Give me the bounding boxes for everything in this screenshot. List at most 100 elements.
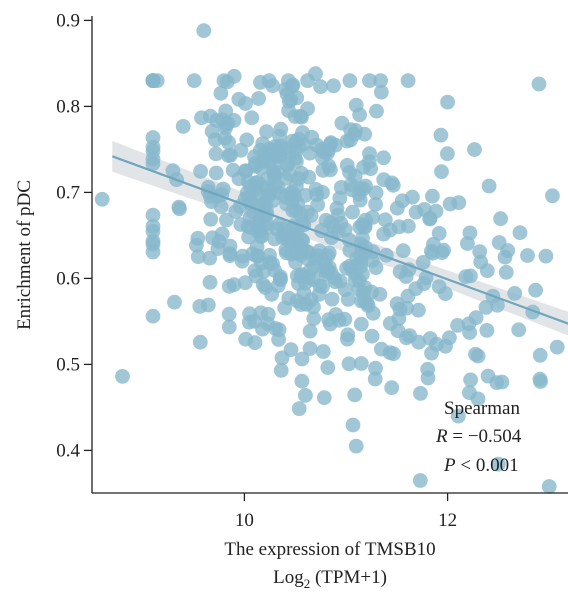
scatter-point — [196, 23, 212, 39]
scatter-point — [362, 146, 377, 162]
scatter-point — [549, 339, 565, 355]
scatter-point — [463, 372, 478, 388]
scatter-point — [248, 268, 264, 284]
scatter-point — [424, 345, 439, 361]
scatter-point — [283, 342, 299, 357]
scatter-point — [345, 417, 361, 433]
scatter-point — [145, 207, 161, 223]
scatter-point — [326, 78, 341, 94]
scatter-point — [221, 319, 237, 335]
scatter-point — [373, 84, 389, 100]
scatter-point — [400, 288, 416, 304]
scatter-point — [306, 299, 321, 315]
scatter-point — [222, 248, 238, 264]
scatter-point — [389, 200, 405, 216]
scatter-point — [405, 189, 420, 205]
scatter-point — [186, 73, 202, 88]
scatter-point — [175, 119, 191, 134]
y-tick-label: 0.5 — [56, 354, 80, 375]
scatter-point — [480, 368, 496, 384]
scatter-point — [365, 305, 381, 321]
scatter-point — [428, 203, 444, 219]
x-tick-label: 12 — [438, 510, 457, 531]
scatter-point — [462, 325, 477, 340]
x-axis-title-log: Log — [273, 567, 304, 588]
scatter-point — [339, 158, 355, 173]
scatter-point — [356, 160, 371, 175]
scatter-point — [319, 264, 335, 280]
scatter-point — [450, 408, 466, 424]
scatter-point — [294, 109, 309, 125]
scatter-point — [231, 91, 247, 107]
scatter-point — [367, 371, 383, 387]
scatter-point — [244, 110, 260, 126]
scatter-point — [411, 302, 426, 318]
scatter-point — [310, 197, 326, 213]
scatter-point — [291, 171, 306, 187]
scatter-point — [167, 294, 182, 310]
scatter-point — [202, 250, 218, 266]
scatter-point — [433, 127, 449, 143]
scatter-point — [473, 254, 489, 270]
scatter-point — [204, 123, 220, 139]
scatter-point — [467, 142, 482, 157]
scatter-point — [145, 151, 161, 167]
scatter-point — [284, 193, 300, 209]
y-tick-label: 0.9 — [56, 10, 80, 31]
scatter-point — [347, 126, 362, 142]
scatter-point — [193, 164, 209, 179]
scatter-point — [320, 360, 336, 375]
scatter-point — [345, 204, 360, 220]
y-tick-label: 0.8 — [56, 96, 80, 117]
scatter-point — [262, 153, 277, 168]
scatter-point — [272, 216, 288, 232]
scatter-point — [481, 178, 497, 194]
scatter-point — [269, 165, 285, 181]
scatter-point — [172, 201, 187, 217]
scatter-point — [490, 297, 505, 313]
scatter-point — [356, 293, 372, 309]
x-axis-title-line2: Log2 (TPM+1) — [273, 567, 387, 591]
scatter-point — [289, 268, 305, 284]
scatter-point — [237, 275, 253, 291]
scatter-point — [145, 130, 161, 145]
scatter-point — [520, 248, 535, 263]
scatter-point — [352, 192, 368, 208]
scatter-point — [262, 247, 277, 263]
scatter-point — [302, 323, 318, 339]
scatter-point — [208, 146, 224, 162]
scatter-point — [271, 322, 287, 338]
scatter-point — [479, 323, 495, 338]
scatter-point — [298, 388, 313, 403]
scatter-point — [395, 243, 411, 259]
scatter-point — [431, 279, 447, 294]
scatter-point — [321, 312, 337, 327]
scatter-point — [377, 212, 393, 228]
y-tick-label: 0.7 — [56, 182, 80, 203]
scatter-point — [296, 136, 312, 152]
scatter-point — [478, 300, 494, 315]
stat-p-annotation: P < 0.001 — [443, 455, 519, 476]
scatter-point — [165, 163, 181, 179]
scatter-point — [203, 211, 219, 227]
x-axis-title-subscript: 2 — [304, 576, 311, 591]
scatter-point — [368, 360, 383, 376]
stat-p-symbol: P — [443, 455, 456, 476]
data-points — [94, 23, 565, 494]
scatter-point — [348, 97, 364, 113]
tick-layer: 0.40.50.60.70.80.9101214 — [56, 10, 457, 531]
scatter-point — [324, 291, 340, 307]
scatter-point — [291, 401, 307, 416]
scatter-point — [245, 246, 260, 262]
scatter-point — [226, 277, 242, 292]
scatter-point — [538, 248, 554, 264]
scatter-point — [507, 286, 523, 301]
scatter-point — [247, 313, 263, 329]
x-tick-label: 10 — [235, 510, 254, 531]
scatter-point — [272, 138, 288, 154]
scatter-point — [493, 211, 508, 227]
scatter-point — [451, 195, 467, 211]
scatter-point — [384, 380, 400, 396]
scatter-point — [203, 108, 218, 124]
scatter-point — [248, 158, 263, 174]
